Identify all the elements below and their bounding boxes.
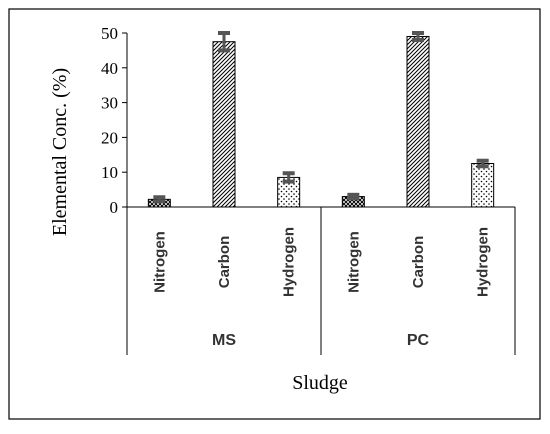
error-bar — [153, 195, 166, 204]
y-tick-label: 30 — [101, 94, 118, 113]
y-tick-label: 20 — [101, 128, 118, 147]
x-axis-title: Sludge — [292, 372, 348, 394]
y-axis-title: Elemental Conc. (%) — [49, 68, 71, 236]
category-label: Carbon — [216, 236, 233, 289]
group-label: PC — [407, 332, 430, 349]
error-bar — [412, 31, 424, 42]
y-axis: 0 10 20 30 40 50 — [101, 24, 128, 217]
y-tick-label: 40 — [101, 59, 118, 78]
group-label: MS — [212, 332, 236, 349]
y-tick-label: 10 — [101, 163, 118, 182]
outer-border — [8, 8, 541, 420]
category-label: Nitrogen — [151, 231, 168, 293]
y-tick-label: 0 — [110, 198, 119, 217]
bar-pc-carbon — [406, 35, 430, 208]
bar-pc-hydrogen — [471, 163, 495, 208]
category-label: Carbon — [410, 236, 427, 289]
category-label: Hydrogen — [281, 227, 298, 297]
x-axis: Nitrogen Carbon Hydrogen MS Nitrogen Carbon Hy… — [126, 206, 516, 355]
bar-ms-carbon — [212, 41, 236, 208]
error-bar — [218, 31, 230, 53]
category-label: Hydrogen — [475, 227, 492, 297]
category-label: Nitrogen — [345, 231, 362, 293]
error-bar — [347, 192, 360, 201]
error-bar — [476, 158, 489, 169]
y-tick-label: 50 — [101, 24, 118, 43]
bars — [147, 31, 495, 208]
error-bar — [282, 171, 295, 184]
